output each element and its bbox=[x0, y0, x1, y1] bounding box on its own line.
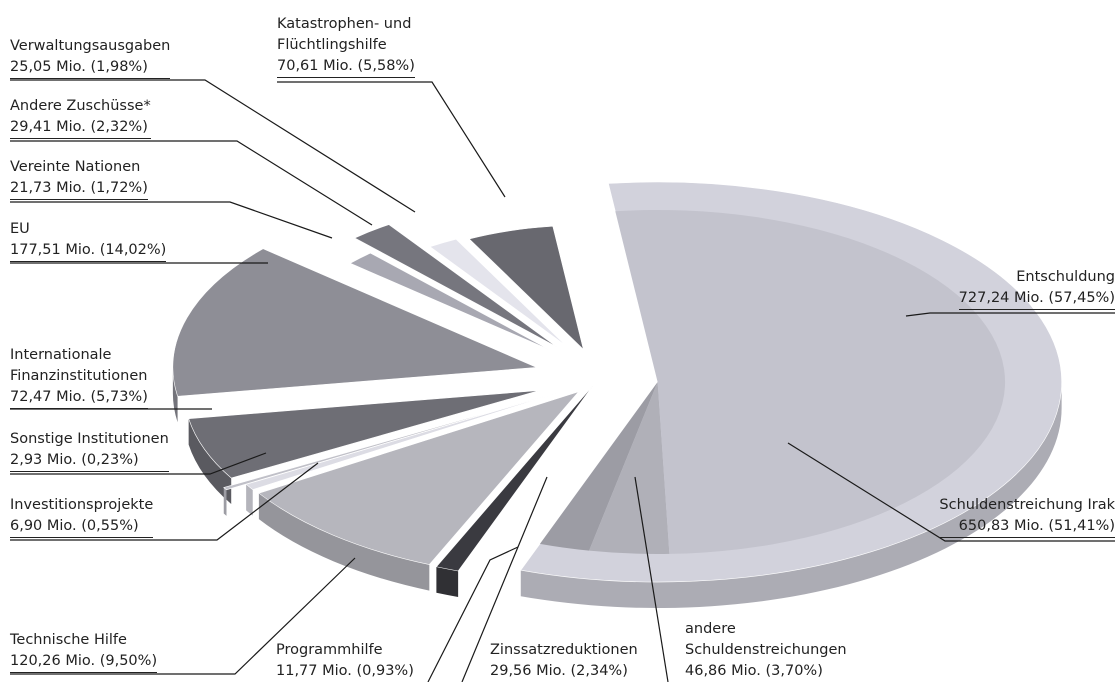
label-investitionsprojekte: Investitionsprojekte 6,90 Mio. (0,55%) bbox=[10, 495, 154, 540]
label-programmhilfe: Programmhilfe 11,77 Mio. (0,93%) bbox=[276, 640, 414, 682]
label-finanzinstitutionen-name-2: Finanzinstitutionen bbox=[10, 368, 148, 384]
slice-technische-hilfe bbox=[258, 391, 580, 565]
label-katastrophenhilfe-name-2: Flüchtlingshilfe bbox=[277, 37, 387, 53]
label-andere-schuldenstreichungen-value: 46,86 Mio. (3,70%) bbox=[685, 663, 823, 679]
label-entschuldung-name: Entschuldung bbox=[1016, 269, 1115, 285]
leader-line-vereinte-nationen bbox=[10, 201, 333, 239]
slice-side-internationale-finanzinstitutionen bbox=[188, 418, 232, 505]
label-technische-hilfe: Technische Hilfe 120,26 Mio. (9,50%) bbox=[10, 630, 158, 675]
leader-line-verwaltungsausgaben bbox=[10, 79, 416, 213]
leader-line-investitionsprojekte bbox=[10, 462, 319, 541]
label-eu: EU 177,51 Mio. (14,02%) bbox=[10, 219, 167, 264]
label-finanzinstitutionen-value: 72,47 Mio. (5,73%) bbox=[10, 387, 148, 409]
label-eu-name: EU bbox=[10, 221, 30, 237]
label-katastrophenhilfe-value: 70,61 Mio. (5,58%) bbox=[277, 56, 415, 78]
label-verwaltungsausgaben-value: 25,05 Mio. (1,98%) bbox=[10, 57, 171, 79]
label-andere-zuschuesse: Andere Zuschüsse* 29,41 Mio. (2,32%) bbox=[10, 96, 151, 141]
label-programmhilfe-name: Programmhilfe bbox=[276, 642, 383, 658]
label-katastrophenhilfe-name-1: Katastrophen- und bbox=[277, 16, 412, 32]
leader-line-programmhilfe bbox=[427, 546, 519, 682]
label-andere-zuschuesse-name: Andere Zuschüsse* bbox=[10, 98, 151, 114]
slice-sonstige-institutionen bbox=[223, 394, 550, 491]
label-verwaltungsausgaben: Verwaltungsausgaben 25,05 Mio. (1,98%) bbox=[10, 36, 171, 81]
leader-line-katastrophenhilfe bbox=[277, 81, 506, 198]
label-zinssatzreduktionen-name: Zinssatzreduktionen bbox=[490, 642, 638, 658]
pie-slices bbox=[172, 181, 1062, 583]
slice-katastrophen-und-fluechtlingshilfe bbox=[468, 225, 584, 351]
label-schuldenstreichung-irak-value: 650,83 Mio. (51,41%) bbox=[939, 516, 1115, 538]
label-eu-value: 177,51 Mio. (14,02%) bbox=[10, 240, 167, 262]
subslice-andere-schuldenstreichungen bbox=[589, 382, 670, 555]
pie-3d-sides bbox=[172, 367, 1062, 609]
slice-side-sonstige-institutionen bbox=[223, 487, 227, 516]
slice-side-programmhilfe bbox=[436, 566, 459, 597]
label-zinssatzreduktionen-value: 29,56 Mio. (2,34%) bbox=[490, 663, 628, 679]
label-finanzinstitutionen: Internationale Finanzinstitutionen 72,47… bbox=[10, 345, 148, 411]
label-investitionsprojekte-value: 6,90 Mio. (0,55%) bbox=[10, 516, 154, 538]
label-andere-schuldenstreichungen: andere Schuldenstreichungen 46,86 Mio. (… bbox=[685, 619, 847, 682]
leader-line-sonstige-institutionen bbox=[10, 452, 267, 475]
label-sonstige-institutionen-value: 2,93 Mio. (0,23%) bbox=[10, 450, 169, 472]
slice-side-technische-hilfe bbox=[258, 493, 430, 591]
label-programmhilfe-value: 11,77 Mio. (0,93%) bbox=[276, 663, 414, 679]
label-investitionsprojekte-name: Investitionsprojekte bbox=[10, 497, 154, 513]
label-vereinte-nationen: Vereinte Nationen 21,73 Mio. (1,72%) bbox=[10, 157, 148, 202]
label-katastrophenhilfe: Katastrophen- und Flüchtlingshilfe 70,61… bbox=[277, 14, 415, 80]
slice-verwaltungsausgaben bbox=[429, 238, 567, 347]
leader-line-entschuldung bbox=[905, 312, 1115, 317]
slice-programmhilfe bbox=[435, 384, 594, 572]
label-sonstige-institutionen: Sonstige Institutionen 2,93 Mio. (0,23%) bbox=[10, 429, 169, 474]
label-entschuldung: Entschuldung 727,24 Mio. (57,45%) bbox=[958, 267, 1115, 312]
label-andere-schuldenstreichungen-name-1: andere bbox=[685, 621, 736, 637]
slice-andere-zuschuesse bbox=[354, 224, 558, 348]
label-zinssatzreduktionen: Zinssatzreduktionen 29,56 Mio. (2,34%) bbox=[490, 640, 638, 682]
label-schuldenstreichung-irak: Schuldenstreichung Irak 650,83 Mio. (51,… bbox=[939, 495, 1115, 540]
slice-internationale-finanzinstitutionen bbox=[188, 390, 540, 479]
leader-line-schuldenstreichung-irak bbox=[787, 442, 1115, 542]
slice-side-investitionsprojekte bbox=[246, 484, 253, 516]
leader-line-andere-schuldenstreichungen bbox=[634, 476, 669, 682]
label-schuldenstreichung-irak-name: Schuldenstreichung Irak bbox=[939, 497, 1115, 513]
label-technische-hilfe-name: Technische Hilfe bbox=[10, 632, 127, 648]
label-technische-hilfe-value: 120,26 Mio. (9,50%) bbox=[10, 651, 158, 673]
label-andere-schuldenstreichungen-name-2: Schuldenstreichungen bbox=[685, 642, 847, 658]
slice-side-entschuldung bbox=[520, 382, 1062, 609]
slice-vereinte-nationen bbox=[349, 252, 551, 351]
leader-lines bbox=[10, 79, 1115, 682]
label-vereinte-nationen-value: 21,73 Mio. (1,72%) bbox=[10, 178, 148, 200]
leader-line-technische-hilfe bbox=[10, 557, 356, 675]
label-verwaltungsausgaben-name: Verwaltungsausgaben bbox=[10, 38, 171, 54]
label-sonstige-institutionen-name: Sonstige Institutionen bbox=[10, 431, 169, 447]
slice-eu bbox=[172, 248, 537, 397]
label-andere-zuschuesse-value: 29,41 Mio. (2,32%) bbox=[10, 117, 151, 139]
label-vereinte-nationen-name: Vereinte Nationen bbox=[10, 159, 141, 175]
leader-line-zinssatzreduktionen bbox=[461, 476, 548, 682]
leader-line-andere-zuschuesse bbox=[10, 140, 373, 226]
label-entschuldung-value: 727,24 Mio. (57,45%) bbox=[958, 288, 1115, 310]
subslice-zinssatzreduktionen bbox=[539, 382, 658, 551]
label-finanzinstitutionen-name-1: Internationale bbox=[10, 347, 112, 363]
subslice-schuldenstreichung-irak bbox=[615, 210, 1006, 554]
